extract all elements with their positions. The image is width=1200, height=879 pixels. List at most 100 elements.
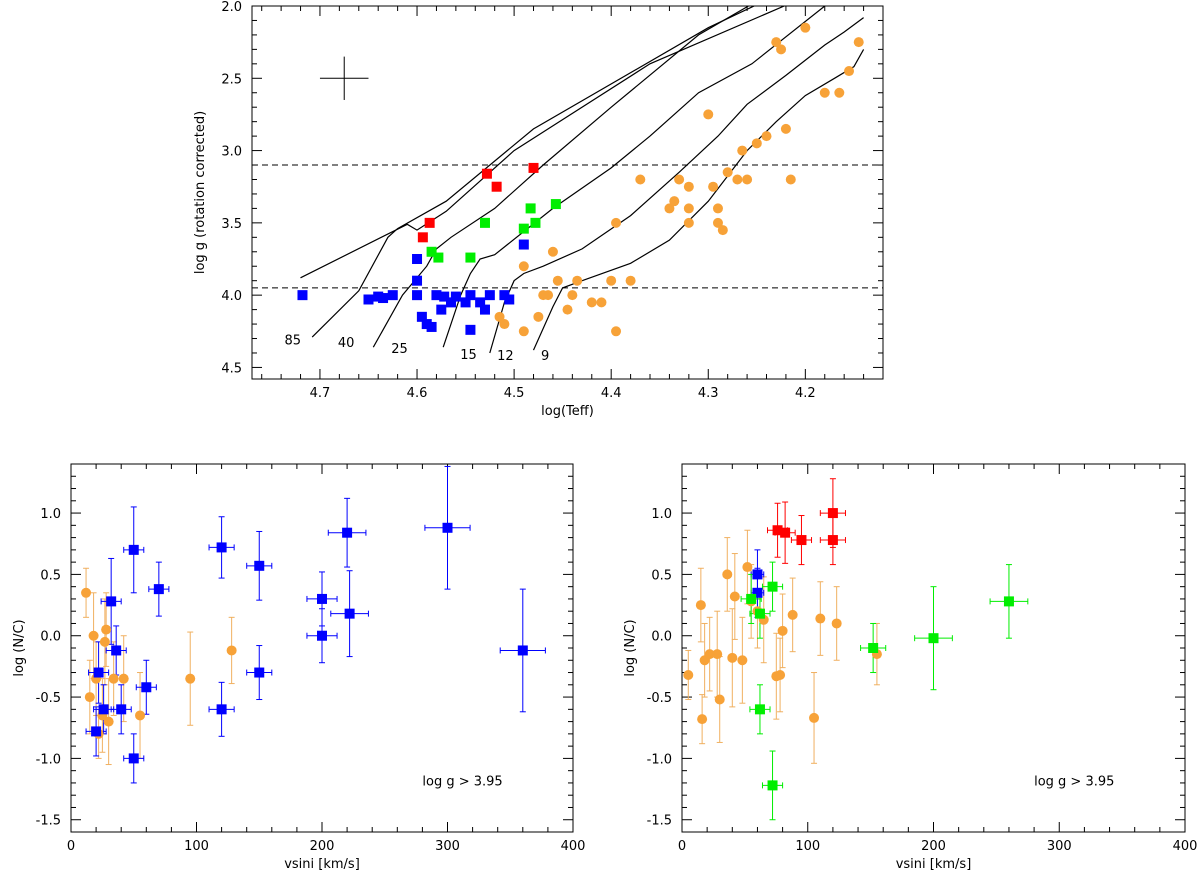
green-square-point [426,246,437,257]
y-tick-label: -0.5 [647,691,672,706]
y-tick-label: -1.5 [36,814,61,829]
orange-circle-point [185,673,196,684]
y-tick-label: 3.5 [221,217,242,232]
orange-circle-point [635,174,646,185]
red-square-point [772,525,783,536]
green-square-point [746,593,757,604]
y-tick-label: 2.0 [221,0,242,15]
blue-square-point [98,704,109,715]
orange-circle-point [606,275,617,286]
y-tick-label: 4.5 [221,361,242,376]
y-tick-label: 0.0 [651,630,672,645]
track-mass-label: 12 [497,349,514,364]
orange-circle-point [101,624,112,635]
orange-circle-point [737,655,748,666]
green-square-point [433,252,444,263]
orange-circle-point [703,109,714,120]
x-tick-label: 4.7 [310,386,331,401]
x-tick-label: 4.3 [698,386,719,401]
green-square-point [868,643,879,653]
red-square-point [481,168,492,179]
orange-circle-point [717,225,728,236]
blue-square-point [465,324,476,335]
red-square-point [796,535,807,546]
orange-circle-point [695,600,706,611]
y-tick-label: 2.5 [221,72,242,87]
x-tick-label: 300 [1047,839,1072,854]
orange-circle-point [742,562,753,573]
blue-square-point [416,311,427,322]
y-axis-label: log g (rotation corrected) [193,111,208,274]
blue-square-point [518,239,529,250]
track-mass-label: 40 [338,336,355,351]
orange-circle-point [714,694,725,705]
orange-circle-point [118,673,129,684]
blue-square-point [254,560,265,571]
orange-circle-point [674,174,685,185]
y-tick-label: -1.0 [36,752,61,767]
blue-square-point [93,667,104,678]
orange-circle-point [775,669,786,680]
orange-circle-point [669,196,680,207]
orange-circle-point [103,716,114,727]
x-tick-label: 200 [310,839,335,854]
orange-circle-point [742,174,753,185]
orange-circle-point [708,181,719,192]
track-mass-label: 25 [391,342,408,357]
orange-circle-point [780,123,791,134]
orange-circle-point [84,692,95,703]
y-tick-label: 0.5 [40,568,61,583]
blue-square-point [378,293,389,304]
blue-square-point [450,291,461,302]
y-tick-label: -1.0 [647,752,672,767]
orange-circle-point [844,66,855,77]
logg-annotation: log g > 3.95 [1034,774,1114,789]
x-tick-label: 100 [795,839,820,854]
orange-circle-point [800,22,811,33]
orange-circle-point [712,203,723,214]
orange-circle-point [552,275,563,286]
y-tick-label: 0.5 [651,568,672,583]
blue-square-point [216,542,227,553]
blue-square-point [475,297,486,308]
red-square-point [780,527,791,538]
blue-square-point [216,704,227,715]
blue-square-point [460,297,471,308]
green-square-point [928,633,939,644]
blue-square-point [153,584,164,595]
orange-circle-point [664,203,675,214]
blue-square-point [363,294,374,305]
x-tick-label: 4.5 [504,386,525,401]
blue-square-point [412,275,423,286]
evolutionary-track [311,6,756,338]
orange-circle-point [596,297,607,308]
red-square-point [417,232,428,243]
track-mass-label: 9 [541,349,549,364]
orange-circle-point [226,645,237,656]
orange-circle-point [108,673,119,684]
orange-circle-point [499,319,510,330]
red-square-point [424,217,435,228]
orange-circle-point [776,44,787,55]
orange-circle-point [572,275,583,286]
blue-square-point [128,753,139,764]
evolutionary-track [300,6,786,279]
blue-square-point [442,522,453,533]
y-tick-label: 1.0 [40,507,61,522]
blue-square-point [342,527,353,538]
y-tick-label: -0.5 [36,691,61,706]
orange-circle-point [88,630,99,641]
green-square-point [767,581,778,592]
blue-square-point [387,290,398,301]
blue-square-point [412,290,423,301]
blue-square-point [752,587,763,598]
blue-square-point [504,294,515,305]
green-square-point [754,704,765,715]
evolutionary-track [442,6,826,348]
y-axis-label: log (N/C) [12,619,27,676]
blue-square-point [106,596,117,607]
blue-square-point [426,321,437,332]
y-axis-label: log (N/C) [623,619,638,676]
orange-circle-point [729,591,740,602]
